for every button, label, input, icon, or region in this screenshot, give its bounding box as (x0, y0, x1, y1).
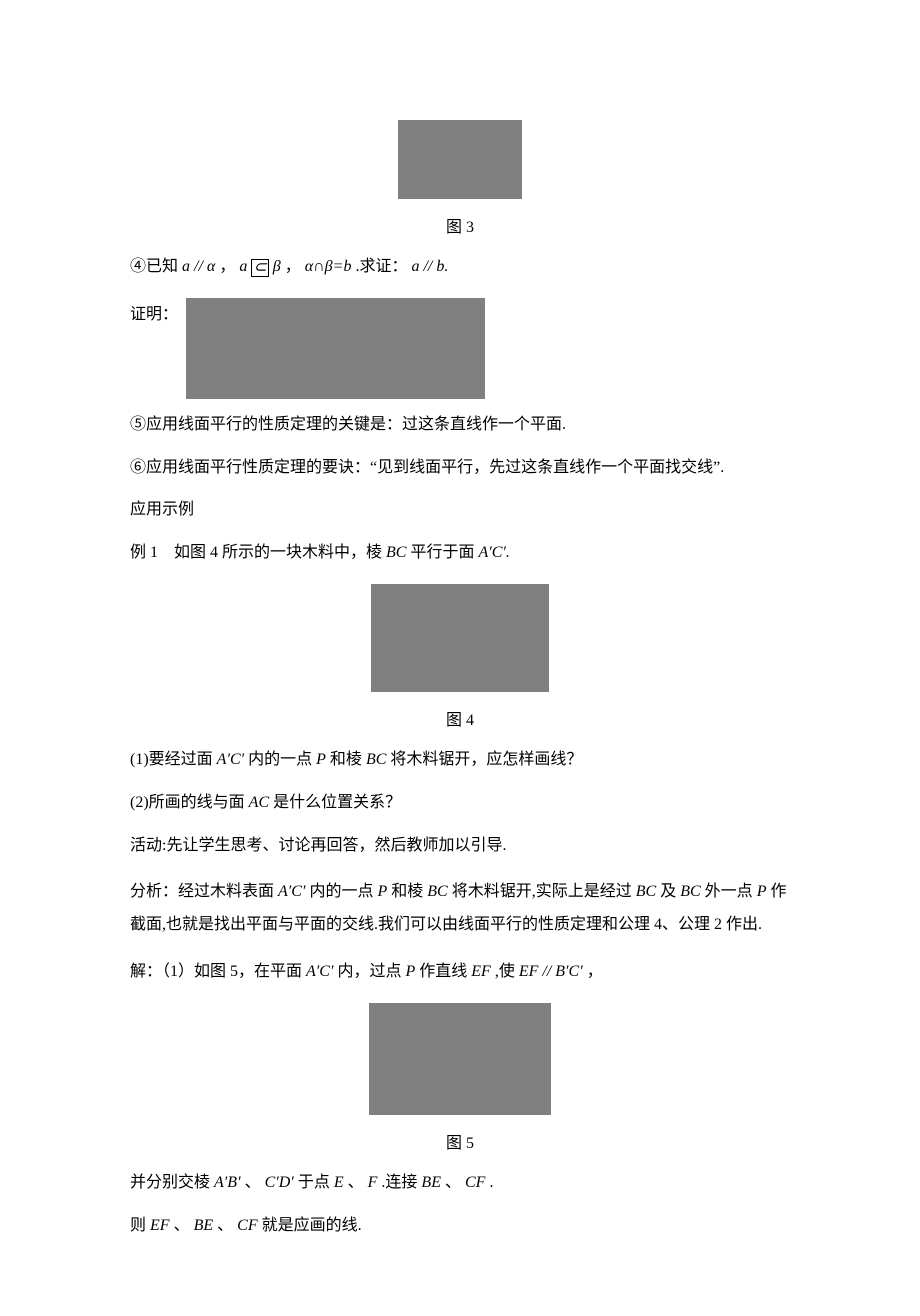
text: 外一点 (705, 883, 757, 900)
figure-4-caption: 图 4 (130, 706, 790, 730)
text: 是什么位置关系？ (273, 794, 401, 811)
proof-image (186, 298, 485, 399)
text: 作直线 (419, 963, 471, 980)
math-a: a (239, 258, 247, 275)
figure-4-container: 图 4 (130, 584, 790, 730)
text: 将木料锯开,实际上是经过 (452, 883, 636, 900)
text: 内，过点 (337, 963, 405, 980)
math: BC (636, 883, 656, 900)
math: CF (237, 1217, 257, 1234)
text: 内的一点 (309, 883, 377, 900)
math: E (334, 1174, 344, 1191)
question-2: (2)所画的线与面 AC 是什么位置关系？ (130, 791, 790, 816)
text: 并分别交棱 (130, 1174, 214, 1191)
math: P (757, 883, 767, 900)
math: BE (194, 1217, 214, 1234)
math: P (377, 883, 387, 900)
text: 将木料锯开，应怎样画线？ (390, 751, 582, 768)
math: EF (150, 1217, 170, 1234)
text: 则 (130, 1217, 150, 1234)
text: (2)所画的线与面 (130, 794, 249, 811)
text: ， (587, 963, 603, 980)
subset-icon: ⊂ (251, 259, 268, 277)
math-ac: A′C′. (478, 544, 509, 561)
math-a-par-alpha: a // α (182, 258, 215, 275)
proof-row: 证明： (130, 298, 790, 399)
text: ， (219, 258, 235, 275)
math: F (368, 1174, 378, 1191)
document-page: 图 3 ④已知 a // α ， a ⊂ β ， α∩β=b .求证： a //… (0, 0, 920, 1316)
solution-1: 解：（1）如图 5，在平面 A′C′ 内，过点 P 作直线 EF ,使 EF /… (130, 960, 790, 985)
activity: 活动:先让学生思考、讨论再回答，然后教师加以引导. (130, 834, 790, 859)
text: 、 (348, 1174, 364, 1191)
after-fig5-line: 并分别交棱 A′B′ 、 C′D′ 于点 E 、 F .连接 BE 、 CF . (130, 1171, 790, 1196)
examples-heading: 应用示例 (130, 498, 790, 523)
text: 于点 (298, 1174, 334, 1191)
last-line: 则 EF 、 BE 、 CF 就是应画的线. (130, 1214, 790, 1239)
text: 内的一点 (248, 751, 316, 768)
figure-3-caption: 图 3 (130, 213, 790, 237)
math: EF // B′C′ (519, 963, 583, 980)
proof-label: 证明： (130, 298, 178, 324)
statement-6: ⑥应用线面平行性质定理的要诀：“见到线面平行，先过这条直线作一个平面找交线”. (130, 456, 790, 481)
figure-4-image (371, 584, 549, 692)
math: BC (366, 751, 386, 768)
text: 、 (217, 1217, 233, 1234)
text: ④已知 (130, 258, 182, 275)
math: P (405, 963, 415, 980)
math: A′C′ (278, 883, 305, 900)
text: ， (285, 258, 301, 275)
analysis: 分析：经过木料表面 A′C′ 内的一点 P 和棱 BC 将木料锯开,实际上是经过… (130, 876, 790, 942)
figure-5-caption: 图 5 (130, 1129, 790, 1153)
text: 、 (445, 1174, 461, 1191)
text: ,使 (495, 963, 519, 980)
math: BC (680, 883, 700, 900)
text: . (489, 1174, 493, 1191)
math-intersect: α∩β=b (305, 258, 352, 275)
text: 及 (660, 883, 680, 900)
math: A′C′ (306, 963, 333, 980)
statement-5: ⑤应用线面平行的性质定理的关键是：过这条直线作一个平面. (130, 413, 790, 438)
math: A′B′ (214, 1174, 241, 1191)
text: 例 1 如图 4 所示的一块木料中，棱 (130, 544, 386, 561)
math: A′C′ (217, 751, 244, 768)
question-1: (1)要经过面 A′C′ 内的一点 P 和棱 BC 将木料锯开，应怎样画线？ (130, 748, 790, 773)
figure-3-container: 图 3 (130, 120, 790, 237)
figure-3-image (398, 120, 522, 199)
math: AC (249, 794, 269, 811)
math-beta: β (273, 258, 281, 275)
text: 和棱 (330, 751, 366, 768)
text: 解：（1）如图 5，在平面 (130, 963, 306, 980)
figure-5-container: 图 5 (130, 1003, 790, 1153)
math: C′D′ (265, 1174, 294, 1191)
math: BC (427, 883, 447, 900)
math: EF (471, 963, 491, 980)
text: (1)要经过面 (130, 751, 217, 768)
figure-5-image (369, 1003, 551, 1115)
math-bc: BC (386, 544, 406, 561)
text: 就是应画的线. (262, 1217, 362, 1234)
math-a-par-b: a // b. (411, 258, 448, 275)
statement-4: ④已知 a // α ， a ⊂ β ， α∩β=b .求证： a // b. (130, 255, 790, 280)
text: 和棱 (391, 883, 427, 900)
text: 、 (174, 1217, 190, 1234)
math: P (316, 751, 326, 768)
text: .连接 (381, 1174, 421, 1191)
text: 分析：经过木料表面 (130, 883, 278, 900)
math: BE (421, 1174, 441, 1191)
math: CF (465, 1174, 485, 1191)
text: 平行于面 (410, 544, 478, 561)
text: 、 (245, 1174, 261, 1191)
text: .求证： (355, 258, 407, 275)
example-1: 例 1 如图 4 所示的一块木料中，棱 BC 平行于面 A′C′. (130, 541, 790, 566)
